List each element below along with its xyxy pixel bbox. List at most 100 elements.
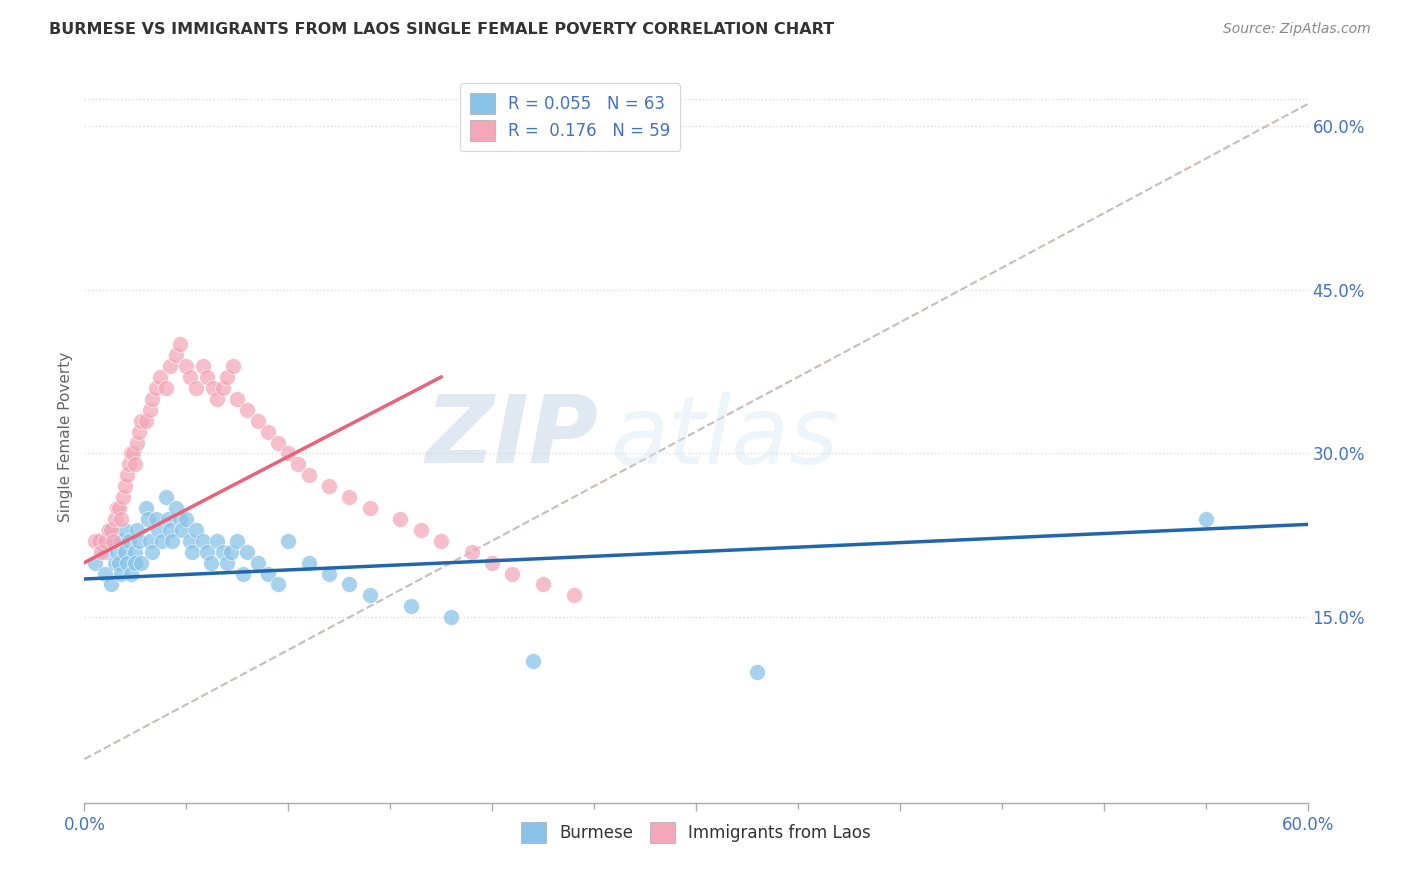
Point — [212, 381, 235, 395]
Point — [339, 577, 361, 591]
Point — [100, 577, 122, 591]
Point — [430, 533, 453, 548]
Point — [131, 556, 153, 570]
Point — [179, 370, 201, 384]
Point — [186, 523, 208, 537]
Point — [205, 533, 228, 548]
Point — [93, 566, 115, 581]
Point — [562, 588, 585, 602]
Point — [399, 599, 422, 614]
Point — [217, 370, 239, 384]
Point — [174, 359, 197, 373]
Text: Source: ZipAtlas.com: Source: ZipAtlas.com — [1223, 22, 1371, 37]
Point — [236, 545, 259, 559]
Point — [531, 577, 554, 591]
Point — [165, 501, 187, 516]
Point — [120, 446, 142, 460]
Point — [100, 523, 122, 537]
Point — [120, 566, 142, 581]
Point — [131, 414, 153, 428]
Point — [110, 566, 132, 581]
Point — [145, 381, 167, 395]
Point — [191, 533, 214, 548]
Point — [160, 533, 183, 548]
Point — [191, 359, 214, 373]
Point — [172, 523, 194, 537]
Point — [1195, 512, 1218, 526]
Point — [128, 533, 150, 548]
Point — [277, 446, 299, 460]
Point — [136, 512, 159, 526]
Point — [212, 545, 235, 559]
Point — [122, 446, 145, 460]
Point — [181, 545, 204, 559]
Point — [135, 501, 157, 516]
Point — [169, 512, 191, 526]
Point — [298, 556, 321, 570]
Point — [127, 523, 149, 537]
Point — [83, 533, 105, 548]
Point — [114, 479, 136, 493]
Point — [339, 490, 361, 504]
Point — [236, 402, 259, 417]
Point — [87, 533, 110, 548]
Point — [156, 512, 179, 526]
Point — [502, 566, 524, 581]
Point — [257, 425, 280, 439]
Point — [277, 533, 299, 548]
Point — [267, 577, 290, 591]
Point — [104, 533, 127, 548]
Point — [159, 523, 181, 537]
Point — [97, 523, 120, 537]
Point — [246, 414, 269, 428]
Point — [179, 533, 201, 548]
Point — [138, 533, 160, 548]
Point — [186, 381, 208, 395]
Point — [522, 654, 544, 668]
Point — [115, 468, 138, 483]
Point — [135, 414, 157, 428]
Point — [318, 479, 340, 493]
Point — [110, 533, 132, 548]
Point — [359, 501, 381, 516]
Point — [155, 381, 177, 395]
Point — [201, 381, 224, 395]
Point — [389, 512, 412, 526]
Point — [159, 359, 181, 373]
Point — [115, 556, 138, 570]
Point — [169, 337, 191, 351]
Point — [93, 533, 115, 548]
Point — [461, 545, 484, 559]
Point — [90, 533, 112, 548]
Point — [112, 490, 135, 504]
Point — [747, 665, 769, 679]
Point — [287, 458, 309, 472]
Point — [108, 501, 131, 516]
Point — [104, 512, 127, 526]
Point — [200, 556, 222, 570]
Point — [149, 370, 172, 384]
Point — [114, 545, 136, 559]
Point — [195, 545, 218, 559]
Point — [298, 468, 321, 483]
Point — [128, 425, 150, 439]
Point — [217, 556, 239, 570]
Point — [165, 348, 187, 362]
Point — [124, 556, 146, 570]
Point — [359, 588, 381, 602]
Point — [104, 556, 127, 570]
Text: BURMESE VS IMMIGRANTS FROM LAOS SINGLE FEMALE POVERTY CORRELATION CHART: BURMESE VS IMMIGRANTS FROM LAOS SINGLE F… — [49, 22, 834, 37]
Point — [118, 533, 141, 548]
Point — [124, 545, 146, 559]
Point — [97, 523, 120, 537]
Point — [90, 545, 112, 559]
Point — [105, 545, 128, 559]
Point — [105, 501, 128, 516]
Point — [101, 533, 124, 548]
Point — [127, 435, 149, 450]
Point — [226, 533, 249, 548]
Point — [141, 545, 163, 559]
Point — [138, 402, 160, 417]
Point — [146, 523, 169, 537]
Point — [141, 392, 163, 406]
